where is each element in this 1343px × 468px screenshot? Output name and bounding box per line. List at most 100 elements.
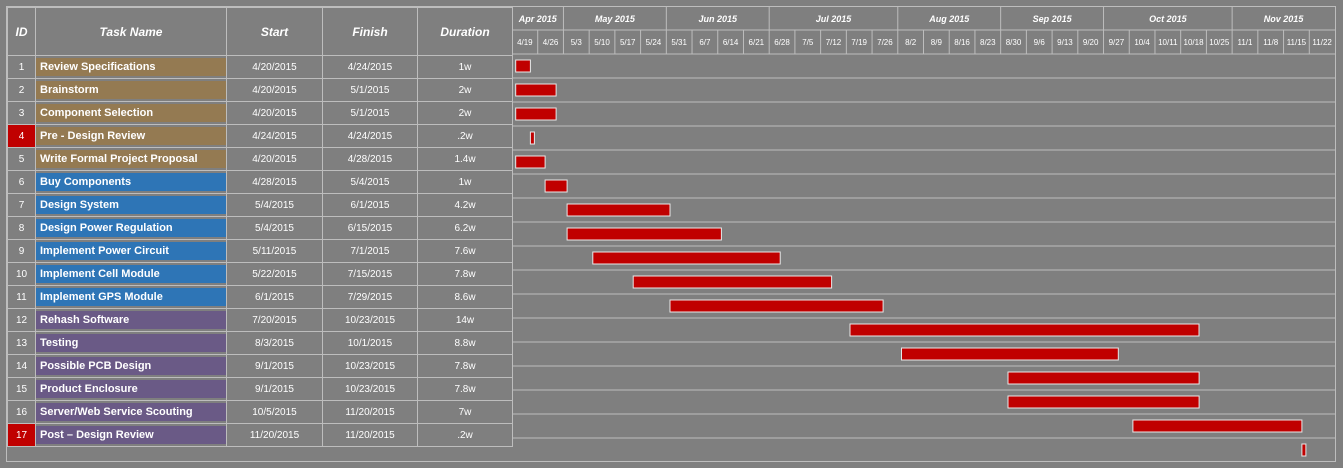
table-row: 5 Write Formal Project Proposal 4/20/2015 4… — [7, 147, 513, 171]
task-bar — [849, 323, 1200, 337]
task-name-cell: Testing — [35, 331, 227, 355]
task-finish: 10/23/2015 — [322, 377, 418, 401]
week-tick-label: 6/28 — [774, 38, 790, 47]
week-tick-label: 5/17 — [620, 38, 636, 47]
task-finish: 7/29/2015 — [322, 285, 418, 309]
week-tick-label: 5/3 — [571, 38, 583, 47]
task-id: 13 — [7, 331, 36, 355]
task-id: 17 — [7, 423, 36, 447]
table-row: 16 Server/Web Service Scouting 10/5/2015 11… — [7, 400, 513, 424]
task-name: Implement Cell Module — [36, 265, 226, 283]
id-column-header: ID — [7, 7, 36, 56]
task-id: 7 — [7, 193, 36, 217]
week-tick-label: 10/18 — [1184, 38, 1205, 47]
gantt-chart: ID Task Name Start Finish Duration 1 Revi… — [6, 6, 1336, 462]
task-name: Design System — [36, 196, 226, 214]
week-tick-label: 8/30 — [1006, 38, 1022, 47]
task-duration: 6.2w — [417, 216, 513, 240]
month-label: Apr 2015 — [518, 14, 558, 24]
task-bar — [1007, 371, 1200, 385]
task-start: 5/11/2015 — [226, 239, 323, 263]
task-name-cell: Post – Design Review — [35, 423, 227, 447]
table-row: 4 Pre - Design Review 4/24/2015 4/24/2015.2… — [7, 124, 513, 148]
task-id: 6 — [7, 170, 36, 194]
task-duration: 7w — [417, 400, 513, 424]
week-tick-label: 8/2 — [905, 38, 917, 47]
task-id: 14 — [7, 354, 36, 378]
table-row: 15 Product Enclosure 9/1/2015 10/23/2015 7.8… — [7, 377, 513, 401]
task-start: 8/3/2015 — [226, 331, 323, 355]
task-name: Server/Web Service Scouting — [36, 403, 226, 421]
task-name: Testing — [36, 334, 226, 352]
task-duration: 7.8w — [417, 377, 513, 401]
timeline-svg: Apr 2015 May 2015 Jun 2015 Jul 2015 Aug 2015… — [512, 7, 1335, 457]
task-id: 12 — [7, 308, 36, 332]
task-start: 4/24/2015 — [226, 124, 323, 148]
task-id: 10 — [7, 262, 36, 286]
task-finish: 11/20/2015 — [322, 423, 418, 447]
table-row: 2 Brainstorm 4/20/2015 5/1/2015 2w — [7, 78, 513, 102]
task-finish: 4/24/2015 — [322, 124, 418, 148]
task-finish: 6/1/2015 — [322, 193, 418, 217]
task-bar — [901, 347, 1119, 361]
week-tick-label: 8/23 — [980, 38, 996, 47]
task-id: 2 — [7, 78, 36, 102]
task-table-header: ID Task Name Start Finish Duration — [7, 7, 513, 56]
task-start: 6/1/2015 — [226, 285, 323, 309]
task-bar — [515, 83, 557, 97]
table-row: 6 Buy Components 4/28/2015 5/4/2015 1w — [7, 170, 513, 194]
week-tick-label: 6/7 — [699, 38, 711, 47]
task-name-cell: Implement GPS Module — [35, 285, 227, 309]
task-duration: 4.2w — [417, 193, 513, 217]
task-name-cell: Design System — [35, 193, 227, 217]
finish-column-header: Finish — [322, 7, 418, 56]
month-label: Sep 2015 — [1033, 14, 1073, 24]
task-duration: 2w — [417, 101, 513, 125]
task-finish: 4/24/2015 — [322, 55, 418, 79]
task-table-body: 1 Review Specifications 4/20/2015 4/24/2015… — [7, 55, 513, 447]
task-bar — [669, 299, 884, 313]
task-bar — [1301, 443, 1307, 457]
task-bar — [544, 179, 568, 193]
task-duration: 1.4w — [417, 147, 513, 171]
task-name: Review Specifications — [36, 58, 226, 76]
week-tick-label: 7/19 — [851, 38, 867, 47]
task-name-cell: Design Power Regulation — [35, 216, 227, 240]
task-name-cell: Review Specifications — [35, 55, 227, 79]
week-tick-label: 7/26 — [877, 38, 893, 47]
task-name-cell: Rehash Software — [35, 308, 227, 332]
week-tick-label: 5/10 — [594, 38, 610, 47]
task-name-cell: Component Selection — [35, 101, 227, 125]
task-name: Rehash Software — [36, 311, 226, 329]
task-finish: 7/1/2015 — [322, 239, 418, 263]
task-table: ID Task Name Start Finish Duration 1 Revi… — [7, 7, 513, 447]
task-id: 3 — [7, 101, 36, 125]
task-finish: 5/1/2015 — [322, 78, 418, 102]
month-label: Jun 2015 — [698, 14, 738, 24]
task-name-cell: Brainstorm — [35, 78, 227, 102]
task-start: 4/20/2015 — [226, 78, 323, 102]
task-name: Possible PCB Design — [36, 357, 226, 375]
task-id: 9 — [7, 239, 36, 263]
table-row: 12 Rehash Software 7/20/2015 10/23/2015 14w — [7, 308, 513, 332]
task-finish: 10/23/2015 — [322, 308, 418, 332]
task-finish: 4/28/2015 — [322, 147, 418, 171]
task-name: Design Power Regulation — [36, 219, 226, 237]
task-duration: 1w — [417, 55, 513, 79]
task-start: 11/20/2015 — [226, 423, 323, 447]
month-label: Aug 2015 — [928, 14, 970, 24]
task-name-cell: Product Enclosure — [35, 377, 227, 401]
task-name-cell: Pre - Design Review — [35, 124, 227, 148]
task-name: Component Selection — [36, 104, 226, 122]
task-name: Buy Components — [36, 173, 226, 191]
week-tick-label: 8/16 — [954, 38, 970, 47]
week-tick-label: 4/19 — [517, 38, 533, 47]
week-tick-label: 5/24 — [646, 38, 662, 47]
task-bar — [515, 107, 557, 121]
task-name: Implement Power Circuit — [36, 242, 226, 260]
week-tick-label: 11/22 — [1312, 38, 1332, 47]
week-tick-label: 10/11 — [1158, 38, 1178, 47]
task-duration: 14w — [417, 308, 513, 332]
task-id: 15 — [7, 377, 36, 401]
task-id: 5 — [7, 147, 36, 171]
